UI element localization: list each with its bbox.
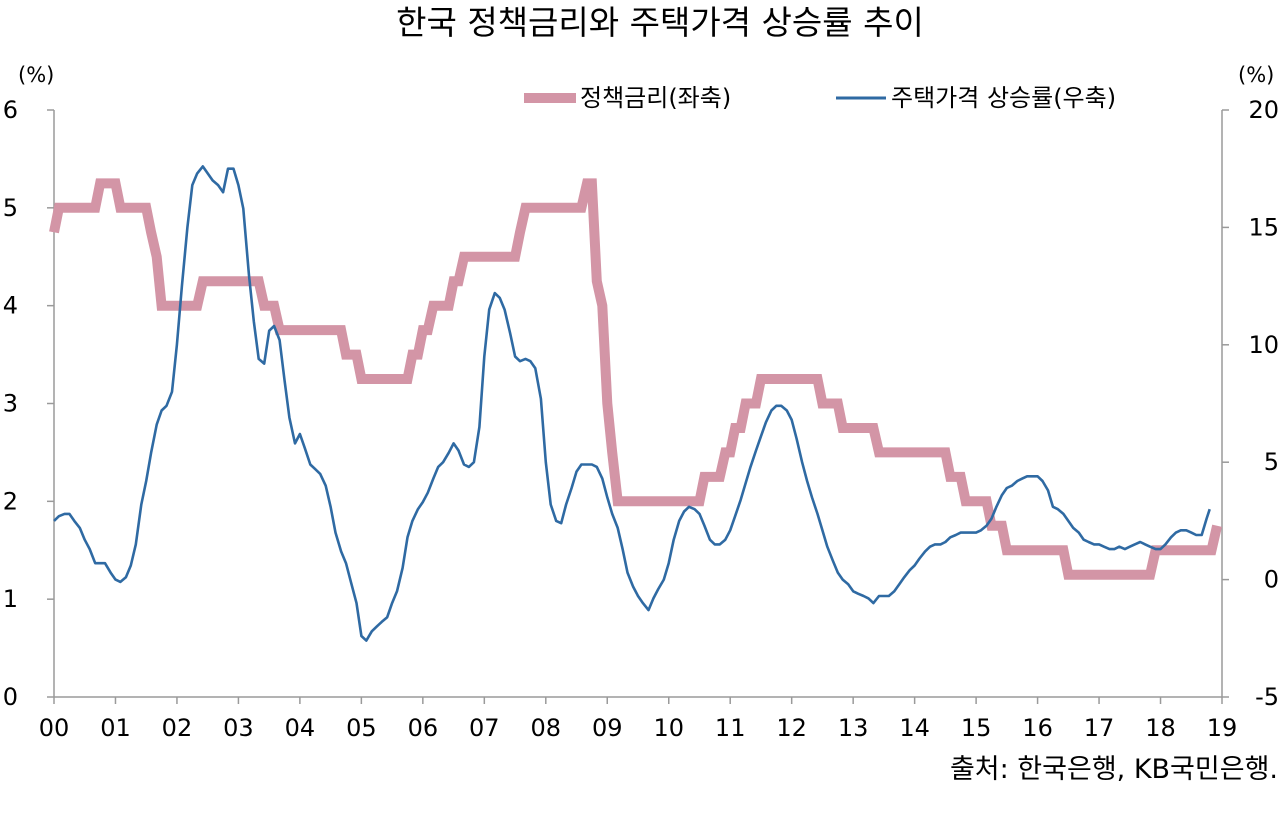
x-tick-label: 12	[776, 714, 807, 742]
right-tick-label: 15	[1248, 213, 1279, 241]
x-tick-label: 18	[1145, 714, 1176, 742]
x-tick-label: 14	[899, 714, 930, 742]
right-axis-ticks: -5 0 5 10 15 20	[1222, 96, 1279, 711]
x-tick-label: 06	[408, 714, 439, 742]
house-price-line	[53, 165, 1211, 642]
x-tick-label: 09	[592, 714, 623, 742]
right-tick-label: 20	[1248, 96, 1279, 124]
left-tick-label: 5	[3, 194, 18, 222]
x-axis-ticks: 00 01 02 03 04 05 06 07 08 09 10 11 12 13 14 15 16 17 18 19	[39, 697, 1238, 742]
x-tick-label: 15	[961, 714, 992, 742]
right-tick-label: 10	[1248, 331, 1279, 359]
left-tick-label: 4	[3, 292, 18, 320]
x-tick-label: 00	[39, 714, 70, 742]
x-tick-label: 11	[715, 714, 746, 742]
right-tick-label: -5	[1255, 683, 1279, 711]
x-tick-label: 08	[531, 714, 562, 742]
x-tick-label: 16	[1022, 714, 1053, 742]
legend-label-house-price: 주택가격 상승률(우축)	[891, 84, 1116, 112]
left-axis-unit: (%)	[18, 63, 54, 87]
x-tick-label: 04	[285, 714, 316, 742]
left-tick-label: 1	[3, 585, 18, 613]
policy-rate-line	[49, 178, 1222, 580]
left-tick-label: 6	[3, 96, 18, 124]
x-tick-label: 10	[653, 714, 684, 742]
left-tick-label: 2	[3, 487, 18, 515]
x-tick-label: 07	[469, 714, 500, 742]
x-tick-label: 03	[223, 714, 254, 742]
left-tick-label: 3	[3, 390, 18, 418]
chart-title: 한국 정책금리와 주택가격 상승률 추이	[396, 3, 924, 42]
legend-label-policy-rate: 정책금리(좌축)	[580, 84, 731, 112]
x-tick-label: 01	[100, 714, 131, 742]
right-tick-label: 5	[1264, 448, 1279, 476]
x-tick-label: 19	[1207, 714, 1238, 742]
left-tick-label: 0	[3, 683, 18, 711]
source-note: 출처: 한국은행, KB국민은행.	[950, 754, 1278, 785]
right-tick-label: 0	[1264, 566, 1279, 594]
legend: 정책금리(좌축) 주택가격 상승률(우축)	[524, 84, 1116, 112]
x-tick-label: 02	[162, 714, 193, 742]
x-tick-label: 05	[346, 714, 377, 742]
right-axis-unit: (%)	[1238, 63, 1274, 87]
x-tick-label: 13	[838, 714, 869, 742]
x-tick-label: 17	[1084, 714, 1115, 742]
left-axis-ticks: 0 1 2 3 4 5 6	[3, 96, 54, 711]
